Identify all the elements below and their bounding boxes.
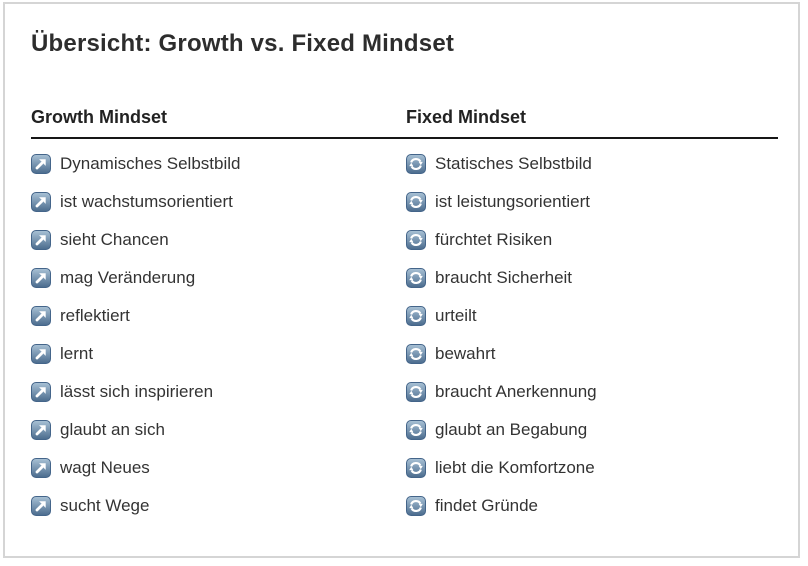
list-item-label: sieht Chancen (60, 230, 169, 249)
list-item-label: wagt Neues (60, 458, 150, 477)
arrow-up-right-icon (31, 230, 51, 250)
cycle-arrows-icon (406, 192, 426, 212)
cycle-arrows-icon (406, 496, 426, 516)
table-header-row: Growth Mindset Fixed Mindset (31, 107, 778, 139)
list-item-label: ist leistungsorientiert (435, 192, 590, 211)
list-item-label: liebt die Komfortzone (435, 458, 595, 477)
list-item-label: Dynamisches Selbstbild (60, 154, 241, 173)
arrow-up-right-icon (31, 420, 51, 440)
column-growth-list: Dynamisches Selbstbild ist wachstumsorien… (31, 145, 406, 525)
list-item-label: sucht Wege (60, 496, 150, 515)
list-item: glaubt an sich (31, 411, 406, 449)
arrow-up-right-icon (31, 496, 51, 516)
arrow-up-right-icon (31, 306, 51, 326)
list-item: ist wachstumsorientiert (31, 183, 406, 221)
cycle-arrows-icon (406, 420, 426, 440)
list-item: mag Veränderung (31, 259, 406, 297)
list-item: glaubt an Begabung (406, 411, 772, 449)
list-item: Dynamisches Selbstbild (31, 145, 406, 183)
cycle-arrows-icon (406, 268, 426, 288)
list-item-label: urteilt (435, 306, 477, 325)
list-item-label: findet Gründe (435, 496, 539, 515)
list-item: ist leistungsorientiert (406, 183, 772, 221)
column-fixed-list: Statisches Selbstbild ist leistungsorient… (406, 145, 772, 525)
list-item-label: glaubt an sich (60, 420, 165, 439)
column-header-fixed: Fixed Mindset (406, 107, 527, 127)
cycle-arrows-icon (406, 230, 426, 250)
list-item-label: braucht Anerkennung (435, 382, 597, 401)
list-item-label: reflektiert (60, 306, 130, 325)
list-item: wagt Neues (31, 449, 406, 487)
page-title: Übersicht: Growth vs. Fixed Mindset (31, 30, 455, 57)
list-item: bewahrt (406, 335, 772, 373)
list-item: lernt (31, 335, 406, 373)
arrow-up-right-icon (31, 192, 51, 212)
list-item: sieht Chancen (31, 221, 406, 259)
arrow-up-right-icon (31, 268, 51, 288)
list-item-label: glaubt an Begabung (435, 420, 588, 439)
list-item-label: ist wachstumsorientiert (60, 192, 233, 211)
list-item-label: mag Veränderung (60, 268, 196, 287)
table-body: Dynamisches Selbstbild ist wachstumsorien… (31, 145, 772, 525)
list-item-label: Statisches Selbstbild (435, 154, 592, 173)
cycle-arrows-icon (406, 306, 426, 326)
cycle-arrows-icon (406, 458, 426, 478)
cycle-arrows-icon (406, 344, 426, 364)
list-item: urteilt (406, 297, 772, 335)
list-item-label: lernt (60, 344, 94, 363)
cycle-arrows-icon (406, 154, 426, 174)
list-item: Statisches Selbstbild (406, 145, 772, 183)
list-item: sucht Wege (31, 487, 406, 525)
list-item-label: lässt sich inspirieren (60, 382, 214, 401)
list-item: reflektiert (31, 297, 406, 335)
arrow-up-right-icon (31, 344, 51, 364)
arrow-up-right-icon (31, 458, 51, 478)
content-area: Übersicht: Growth vs. Fixed Mindset Grow… (5, 4, 798, 525)
list-item-label: braucht Sicherheit (435, 268, 573, 287)
list-item-label: bewahrt (435, 344, 496, 363)
list-item: braucht Anerkennung (406, 373, 772, 411)
list-item: fürchtet Risiken (406, 221, 772, 259)
arrow-up-right-icon (31, 382, 51, 402)
arrow-up-right-icon (31, 154, 51, 174)
list-item: braucht Sicherheit (406, 259, 772, 297)
list-item: liebt die Komfortzone (406, 449, 772, 487)
content-frame: Übersicht: Growth vs. Fixed Mindset Grow… (3, 2, 800, 558)
list-item: findet Gründe (406, 487, 772, 525)
list-item: lässt sich inspirieren (31, 373, 406, 411)
cycle-arrows-icon (406, 382, 426, 402)
column-header-growth: Growth Mindset (31, 107, 167, 127)
list-item-label: fürchtet Risiken (435, 230, 553, 249)
